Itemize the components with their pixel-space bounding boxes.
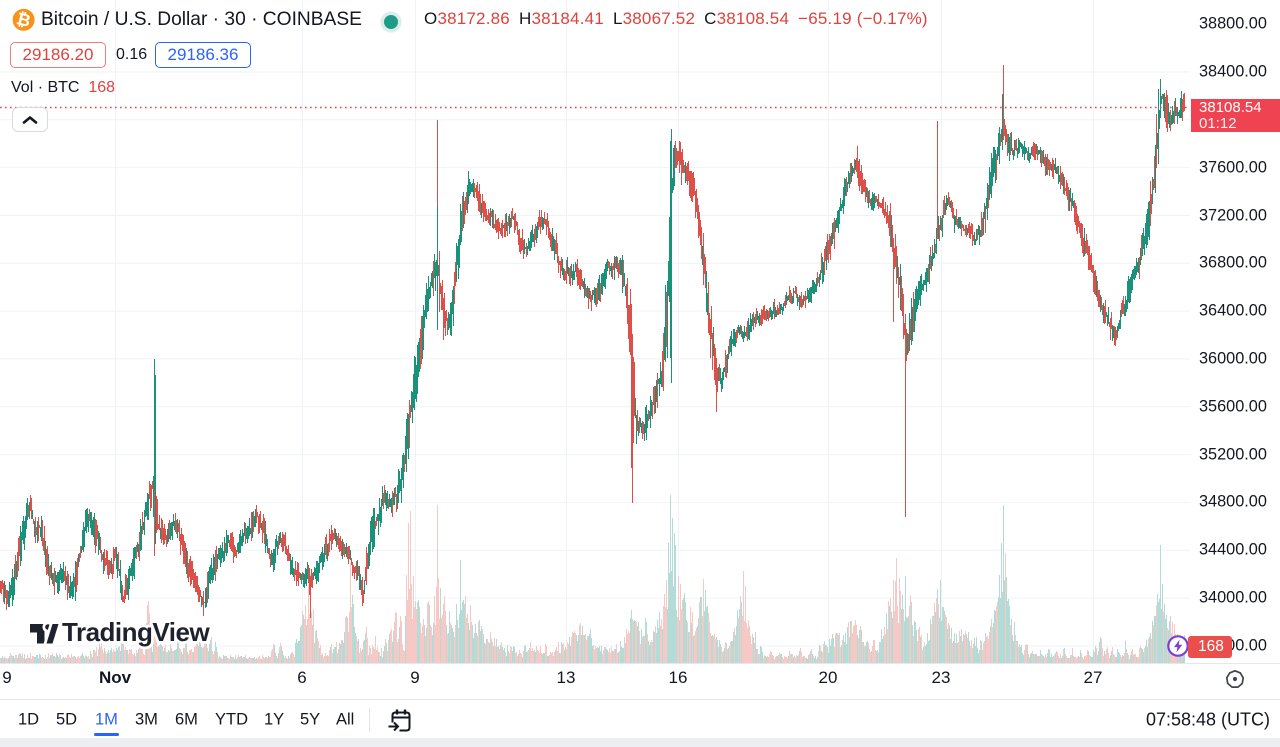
svg-text:₿: ₿ [15,9,33,31]
svg-text:TradingView: TradingView [62,617,210,647]
